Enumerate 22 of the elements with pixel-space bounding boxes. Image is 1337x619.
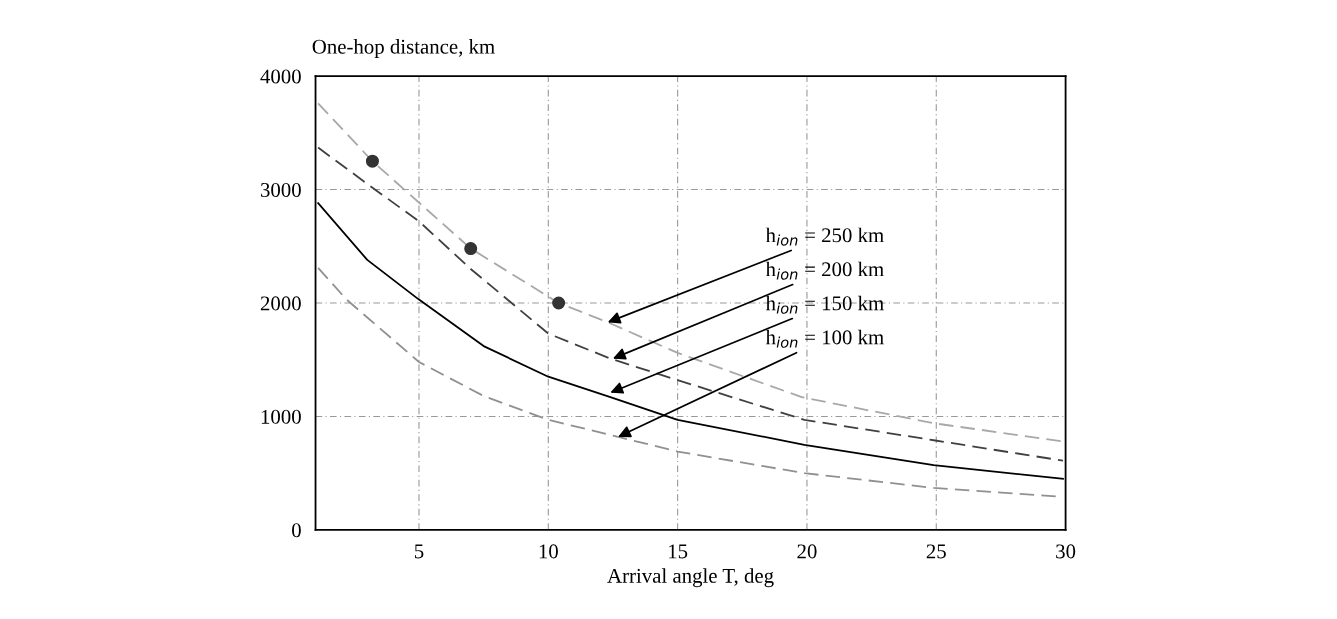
y-axis-title: One-hop distance, km — [312, 39, 495, 58]
annotation: h$_{ion}$ = 150 km — [765, 295, 884, 314]
annotation: h$_{ion}$ = 100 km — [765, 329, 884, 348]
x-axis-title: Arrival angle T, deg — [607, 568, 774, 588]
line-series — [317, 146, 1064, 462]
y-tick-label: 0 — [292, 523, 301, 538]
x-tick-label: 10 — [539, 544, 558, 559]
x-tick-label: 5 — [414, 544, 424, 559]
y-tick-label: 3000 — [260, 182, 301, 197]
x-tick-label: 30 — [1056, 544, 1076, 559]
annotation: h$_{ion}$ = 200 km — [765, 261, 884, 280]
y-tick-label: 1000 — [261, 409, 301, 424]
y-tick-label: 4000 — [260, 69, 301, 84]
point — [365, 154, 379, 168]
x-tick-label: 20 — [797, 544, 817, 559]
x-tick-label: 25 — [926, 544, 946, 559]
line-series — [317, 102, 1064, 443]
point — [464, 242, 478, 256]
x-tick-label: 15 — [669, 544, 688, 559]
y-tick-label: 2000 — [260, 296, 301, 311]
annotation: h$_{ion}$ = 250 km — [765, 227, 884, 246]
point — [552, 296, 566, 310]
